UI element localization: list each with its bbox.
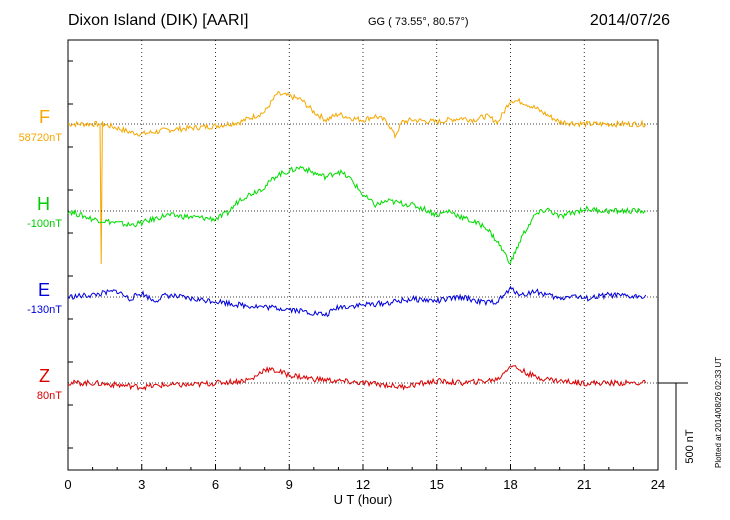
series-h-baseline: -100nT [27, 218, 62, 230]
chart-date: 2014/07/26 [589, 12, 670, 29]
series-e-baseline: -130nT [27, 304, 62, 316]
series-e-line [67, 285, 647, 318]
x-tick-label: 9 [286, 477, 293, 492]
x-tick-label: 24 [651, 477, 665, 492]
x-tick-label: 21 [577, 477, 591, 492]
series-z-line [67, 364, 647, 391]
station-title: Dixon Island (DIK) [AARI] [68, 12, 249, 29]
station-coordinates: GG ( 73.55°, 80.57°) [368, 16, 469, 28]
x-tick-label: 12 [356, 477, 370, 492]
series-e-label: E [37, 280, 50, 300]
series-h-line [67, 165, 646, 265]
x-tick-label: 15 [430, 477, 444, 492]
x-tick-label: 0 [64, 477, 71, 492]
series-h-label: H [37, 194, 50, 214]
x-tick-label: 6 [212, 477, 219, 492]
plotted-timestamp: Plotted at 2014/08/26 02:33 UT [714, 356, 723, 468]
x-tick-label: 3 [138, 477, 145, 492]
series-f-line [67, 90, 647, 265]
series-f-label: F [39, 107, 50, 127]
series-z-label: Z [39, 366, 50, 386]
x-tick-label: 18 [503, 477, 517, 492]
x-axis-label: U T (hour) [334, 492, 393, 507]
series-z-baseline: 80nT [36, 390, 62, 402]
series-f-baseline: 58720nT [18, 132, 62, 144]
scale-bar-label: 500 nT [684, 429, 696, 464]
